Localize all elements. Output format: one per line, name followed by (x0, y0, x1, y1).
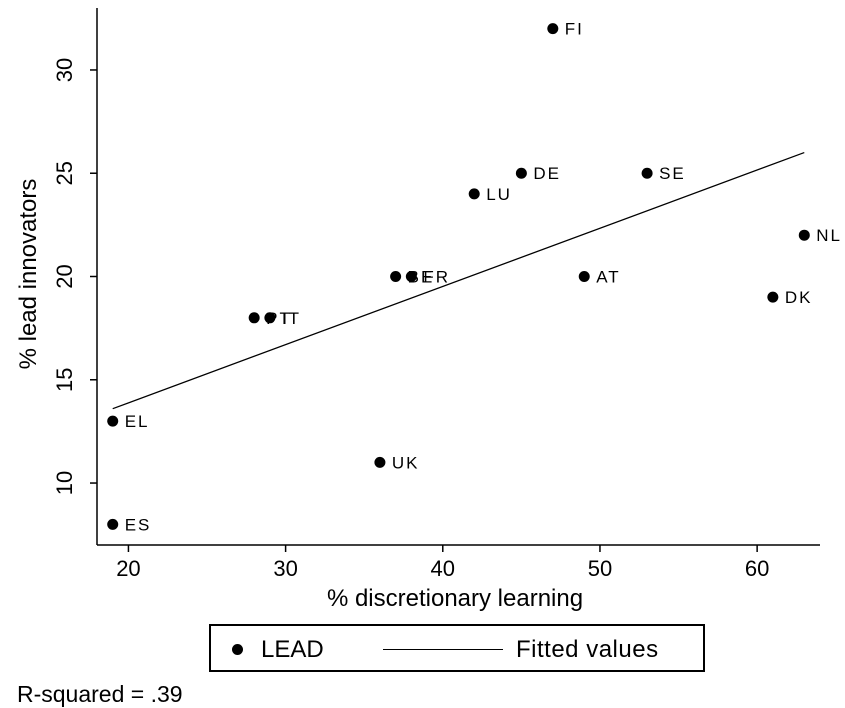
x-axis-title: % discretionary learning (327, 585, 583, 612)
point-label: FR (423, 268, 450, 287)
legend-marker-lead (232, 644, 243, 655)
point-label: FI (565, 20, 584, 39)
data-point (107, 518, 119, 530)
point-label: NL (816, 226, 842, 245)
y-tick-label: 30 (52, 58, 77, 82)
data-point (264, 312, 276, 324)
y-tick-label: 15 (52, 368, 77, 392)
data-point (515, 167, 527, 179)
legend-label-lead: LEAD (261, 636, 324, 663)
data-point (798, 229, 810, 241)
legend: LEAD Fitted values (209, 624, 705, 672)
point-label: SE (659, 164, 686, 183)
axes: 20 30 40 50 60 10 15 20 25 30 (52, 8, 820, 581)
y-tick-label: 20 (52, 264, 77, 288)
data-point (468, 188, 480, 200)
data-point (390, 271, 402, 282)
y-tick-label: 25 (52, 161, 77, 185)
data-point (107, 415, 119, 427)
data-point (374, 456, 386, 468)
x-tick-label: 20 (116, 556, 140, 581)
y-axis-title: % lead innovators (15, 179, 42, 370)
point-label: DK (785, 288, 813, 307)
point-label: UK (392, 453, 420, 472)
point-label: IT (282, 309, 301, 328)
legend-line-fitted (383, 649, 503, 650)
data-point (248, 312, 260, 324)
data-point (578, 271, 590, 282)
data-point (767, 291, 779, 303)
data-point (547, 23, 559, 35)
point-label: LU (486, 185, 512, 204)
data-point (641, 167, 653, 179)
r-squared-note: R-squared = .39 (17, 681, 183, 707)
fitted-line (112, 151, 805, 410)
point-label: ES (125, 515, 152, 534)
x-tick-label: 30 (273, 556, 297, 581)
x-tick-label: 50 (588, 556, 612, 581)
legend-label-fitted: Fitted values (516, 636, 659, 663)
x-tick-label: 60 (745, 556, 769, 581)
point-label: EL (125, 412, 150, 431)
point-label: AT (596, 268, 620, 287)
data-point (405, 271, 417, 282)
y-tick-label: 10 (52, 471, 77, 495)
point-label: DE (533, 164, 561, 183)
x-tick-label: 40 (431, 556, 455, 581)
fitted-line-group (112, 151, 805, 410)
